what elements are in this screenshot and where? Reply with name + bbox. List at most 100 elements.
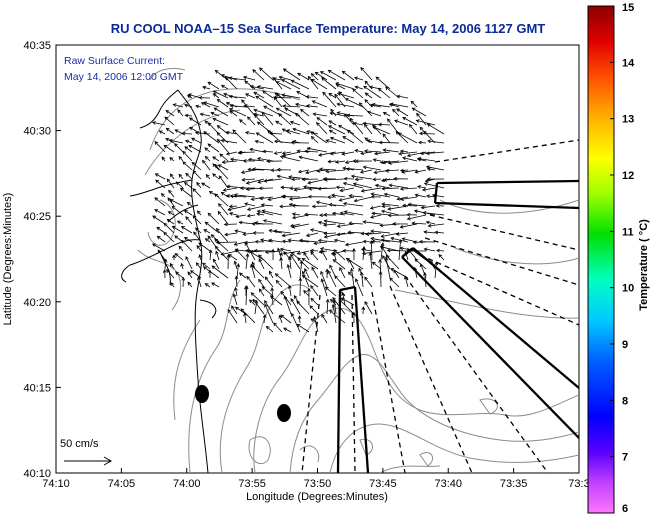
current-vector-head	[318, 152, 323, 157]
current-vector-head	[241, 177, 246, 182]
current-vector-head	[214, 164, 219, 169]
current-vector-head	[327, 69, 332, 74]
current-vector-head	[258, 288, 263, 293]
current-vector-head	[323, 231, 328, 236]
current-vector	[363, 85, 382, 99]
current-vector-head	[207, 143, 212, 148]
current-vector-head	[182, 161, 187, 166]
current-vector-head	[167, 211, 172, 215]
current-vector-head	[307, 180, 312, 185]
current-vector-head	[165, 137, 170, 142]
current-vector-head	[220, 84, 225, 89]
current-vector	[321, 314, 328, 324]
current-vector	[243, 232, 256, 235]
current-vector	[236, 263, 239, 279]
current-vector	[241, 169, 256, 174]
current-vector	[250, 292, 265, 306]
current-vector	[163, 223, 175, 234]
current-vector-head	[279, 204, 283, 209]
current-vector-head	[282, 104, 287, 108]
current-vector	[418, 142, 427, 144]
current-vector	[322, 91, 337, 108]
current-vector-head	[234, 229, 239, 234]
current-vector	[174, 235, 184, 243]
current-vector-head	[369, 85, 374, 90]
current-vector-head	[397, 132, 402, 137]
current-vector	[336, 186, 346, 189]
current-vector-head	[342, 136, 347, 140]
current-vector-head	[280, 290, 285, 295]
current-vector	[423, 130, 436, 144]
land-island	[195, 385, 209, 403]
y-tick-label: 40:25	[23, 211, 51, 223]
current-vector-head	[399, 197, 404, 201]
current-vector-head	[381, 245, 385, 250]
current-vector-head	[434, 230, 439, 235]
current-vector-head	[188, 117, 193, 121]
current-vector-head	[156, 226, 161, 231]
current-vector	[292, 213, 301, 216]
current-vector	[279, 76, 292, 81]
current-vector	[432, 194, 445, 198]
current-vector	[345, 241, 364, 246]
current-vector	[264, 304, 274, 324]
current-vector-head	[294, 102, 299, 107]
current-vector	[296, 300, 310, 315]
current-vector-head	[270, 287, 275, 292]
colorbar-tick-label: 8	[622, 395, 628, 407]
current-vector-head	[165, 127, 170, 132]
current-vector-head	[166, 268, 170, 273]
current-vector	[288, 239, 310, 243]
current-vector	[173, 104, 184, 108]
current-vector-head	[274, 273, 279, 277]
current-vector-head	[310, 251, 314, 255]
current-vector-head	[329, 264, 333, 269]
current-vector	[297, 150, 310, 153]
current-vector	[297, 257, 310, 270]
current-vector	[346, 115, 364, 117]
current-vector-head	[273, 139, 278, 144]
current-vector	[268, 239, 283, 243]
current-vector-head	[308, 186, 313, 191]
current-vector-head	[317, 220, 322, 225]
current-vector-head	[187, 281, 192, 286]
current-vector	[378, 87, 391, 99]
current-vector-head	[169, 173, 174, 178]
current-vector	[235, 248, 247, 261]
current-vector-head	[336, 232, 341, 237]
current-vector	[414, 267, 418, 279]
current-vector-head	[329, 151, 334, 156]
current-vector	[415, 194, 427, 198]
current-vector-head	[268, 238, 273, 243]
current-vector-head	[385, 86, 389, 91]
current-vector-head	[240, 308, 245, 313]
current-vector	[353, 183, 373, 189]
current-vector	[297, 72, 310, 81]
current-vector	[245, 132, 256, 135]
current-vector	[299, 260, 303, 279]
current-vector	[263, 314, 266, 324]
current-vector-head	[396, 94, 401, 99]
current-vector	[181, 226, 193, 234]
current-vector-head	[252, 298, 257, 303]
current-vector-head	[238, 119, 243, 123]
current-vector	[212, 118, 229, 126]
current-vector-head	[163, 231, 168, 236]
current-vector	[438, 254, 445, 261]
current-vector-head	[266, 159, 271, 164]
current-vector	[329, 310, 346, 324]
current-vector	[181, 263, 184, 270]
current-vector-head	[398, 151, 403, 156]
current-vector-head	[178, 173, 183, 178]
current-vector	[321, 250, 328, 261]
current-vector-head	[207, 235, 212, 240]
current-vector-head	[187, 93, 192, 97]
current-vector-head	[418, 131, 423, 136]
current-vector-head	[318, 213, 323, 218]
current-vector-head	[299, 260, 304, 265]
current-vector-head	[291, 203, 296, 208]
current-vector	[165, 110, 175, 117]
current-vector	[320, 248, 337, 252]
current-vector	[282, 94, 301, 99]
current-vector-head	[325, 169, 330, 174]
